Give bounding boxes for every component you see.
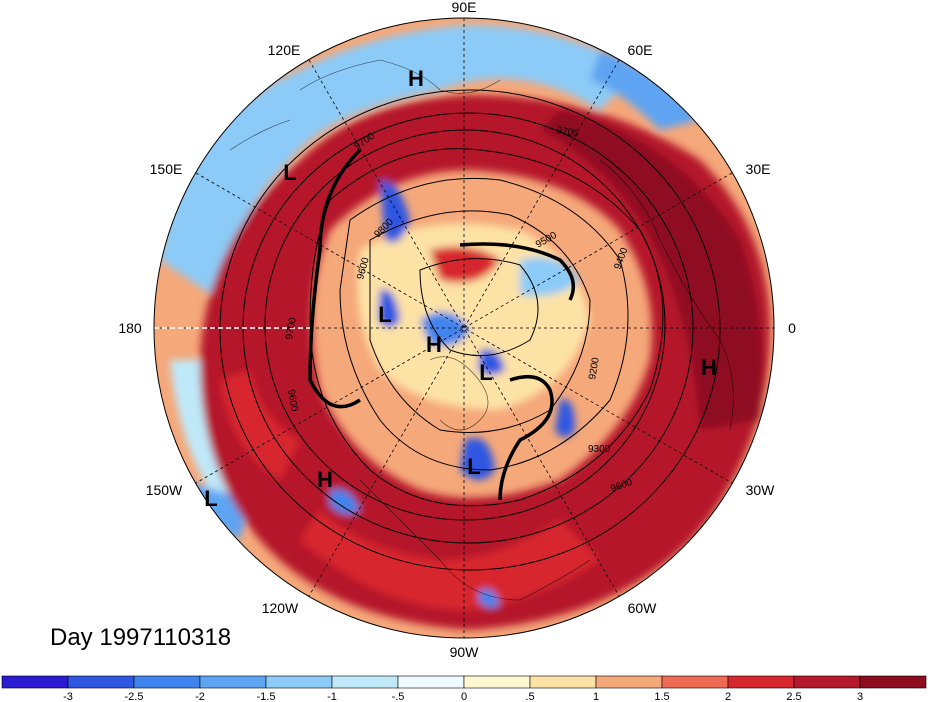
colorbar-tick-label: -2.5: [125, 691, 144, 702]
colorbar-tick-label: 3: [857, 691, 863, 702]
coastlines: [229, 59, 734, 601]
colorbar-swatch: [859, 675, 927, 689]
colorbar-swatch: [463, 675, 531, 689]
high-pressure-marker: H: [701, 355, 717, 380]
longitude-labels: 90E 120E 60E 150E 30E 180 0 150W 30W 120…: [118, 0, 796, 660]
colorbar-tick-label: 1: [593, 691, 599, 702]
colorbar-swatch: [331, 675, 399, 689]
contour-label: 9700: [555, 125, 579, 140]
colorbar-tick-label: 0: [461, 691, 467, 702]
contour-label: 9300: [588, 444, 611, 455]
lon-30e-label: 30E: [746, 161, 771, 177]
low-pressure-marker: L: [283, 160, 296, 185]
contour-label: 9700: [284, 316, 299, 340]
lon-120e-label: 120E: [268, 42, 301, 58]
colorbar-swatch: [133, 675, 201, 689]
colorbar-swatch: [793, 675, 861, 689]
colorbar-tick-label: 2: [725, 691, 731, 702]
lon-90e-label: 90E: [452, 0, 477, 15]
colorbar-swatch: [265, 675, 333, 689]
contour-label: 9200: [587, 356, 602, 380]
colorbar-swatch: [1, 675, 69, 689]
colorbar: -3 -2.5 -2 -1.5 -1 -.5 0 .5 1 1.5 2 2.5 3: [1, 675, 927, 702]
colorbar-swatch: [397, 675, 465, 689]
low-pressure-marker: L: [378, 302, 391, 327]
colorbar-tick-label: .5: [525, 691, 534, 702]
high-pressure-marker: H: [317, 467, 333, 492]
high-pressure-marker: H: [426, 332, 442, 357]
colorbar-tick-label: -1: [327, 691, 337, 702]
colorbar-tick-label: 1.5: [654, 691, 669, 702]
colorbar-tick-label: -2: [195, 691, 205, 702]
lon-150e-label: 150E: [150, 161, 183, 177]
lon-30w-label: 30W: [746, 482, 776, 498]
date-title: Day 1997110318: [50, 624, 231, 651]
colorbar-swatch: [529, 675, 597, 689]
lon-90w-label: 90W: [450, 644, 480, 660]
colorbar-tick-label: -3: [63, 691, 73, 702]
lon-0-label: 0: [788, 320, 796, 336]
map-boundary: [153, 17, 775, 639]
jet-contours: [308, 148, 576, 501]
low-pressure-marker: L: [204, 486, 217, 511]
lon-150w-label: 150W: [146, 482, 183, 498]
contour-label: 9600: [285, 389, 300, 413]
colorbar-swatch: [67, 675, 135, 689]
low-pressure-marker: L: [479, 360, 492, 385]
lon-60e-label: 60E: [628, 42, 653, 58]
colorbar-swatch: [199, 675, 267, 689]
lon-60w-label: 60W: [628, 600, 658, 616]
colorbar-tick-label: -1.5: [257, 691, 276, 702]
colorbar-tick-label: 2.5: [786, 691, 801, 702]
graticule: [154, 18, 774, 638]
lon-120w-label: 120W: [262, 600, 299, 616]
colorbar-swatch: [661, 675, 729, 689]
colorbar-swatch: [595, 675, 663, 689]
colorbar-tick-label: -.5: [392, 691, 405, 702]
pressure-centers: H L L H L H L H L: [204, 66, 717, 511]
low-pressure-marker: L: [467, 454, 480, 479]
lon-180-label: 180: [118, 320, 142, 336]
colorbar-swatch: [727, 675, 795, 689]
high-pressure-marker: H: [408, 66, 424, 91]
